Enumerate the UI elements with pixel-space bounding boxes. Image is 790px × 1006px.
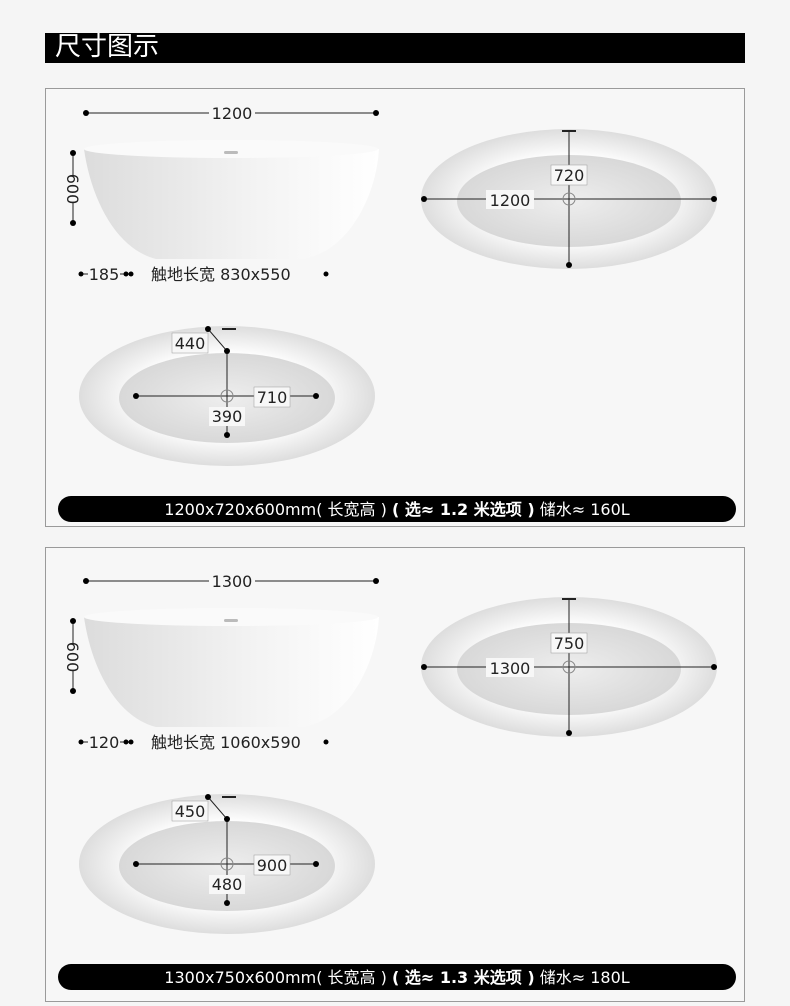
- width-label: 720: [554, 166, 585, 185]
- drain-icon: [220, 857, 234, 871]
- top-view-right: 750 1300: [421, 597, 717, 737]
- length-label: 1300: [212, 572, 253, 591]
- inner-width-label: 480: [212, 875, 243, 894]
- spec-banner: 1300x750x600mm( 长宽高 ) ( 选≈ 1.3 米选项 ) 储水≈…: [58, 964, 736, 990]
- drain-offset-label: 440: [175, 334, 206, 353]
- width-label: 750: [554, 634, 585, 653]
- top-length-label: 1200: [490, 191, 531, 210]
- banner-dims: 1300x750x600mm( 长宽高 ): [164, 968, 387, 987]
- tub-side: [84, 611, 379, 727]
- inner-length-label: 900: [257, 856, 288, 875]
- section-title-bar: 尺寸图示: [45, 32, 745, 63]
- side-view: 1300 600 120 触地长宽 1060x590: [63, 571, 379, 752]
- length-label: 1200: [212, 104, 253, 123]
- banner-option: ( 选≈ 1.2 米选项 ): [392, 500, 535, 519]
- drain-icon: [562, 192, 576, 206]
- size-panel-1200: 1200 600 185 触地长宽 830x550 720 1200 440 7…: [45, 88, 745, 527]
- spec-banner: 1200x720x600mm( 长宽高 ) ( 选≈ 1.2 米选项 ) 储水≈…: [58, 496, 736, 522]
- top-view-inner: 440 710 390: [79, 326, 375, 466]
- overflow-icon: [224, 619, 238, 622]
- height-label: 600: [63, 174, 82, 205]
- tub-side: [84, 143, 379, 259]
- svg-text:1300x750x600mm( 长宽高 ) ( 选≈ 1.3: 1300x750x600mm( 长宽高 ) ( 选≈ 1.3 米选项 ) 储水≈…: [164, 968, 629, 987]
- banner-option: ( 选≈ 1.3 米选项 ): [392, 968, 535, 987]
- top-view-inner: 450 900 480: [79, 794, 375, 934]
- base-offset-label: 185: [89, 265, 120, 284]
- side-view: 1200 600 185 触地长宽 830x550: [63, 103, 379, 284]
- drain-icon: [562, 660, 576, 674]
- banner-capacity: 储水≈ 180L: [540, 968, 630, 987]
- banner-dims: 1200x720x600mm( 长宽高 ): [164, 500, 387, 519]
- inner-length-label: 710: [257, 388, 288, 407]
- drain-icon: [220, 389, 234, 403]
- banner-capacity: 储水≈ 160L: [540, 500, 630, 519]
- footprint-label: 触地长宽 1060x590: [151, 733, 301, 752]
- svg-text:1200x720x600mm( 长宽高 ) ( 选≈ 1.2: 1200x720x600mm( 长宽高 ) ( 选≈ 1.2 米选项 ) 储水≈…: [164, 500, 629, 519]
- section-title: 尺寸图示: [55, 32, 160, 62]
- footprint-label: 触地长宽 830x550: [151, 265, 291, 284]
- top-length-label: 1300: [490, 659, 531, 678]
- height-label: 600: [63, 642, 82, 673]
- base-offset-label: 120: [89, 733, 120, 752]
- overflow-icon: [224, 151, 238, 154]
- drain-offset-label: 450: [175, 802, 206, 821]
- inner-width-label: 390: [212, 407, 243, 426]
- size-panel-1300: 1300 600 120 触地长宽 1060x590 750 1300 450 …: [45, 547, 745, 1002]
- top-view-right: 720 1200: [421, 129, 717, 269]
